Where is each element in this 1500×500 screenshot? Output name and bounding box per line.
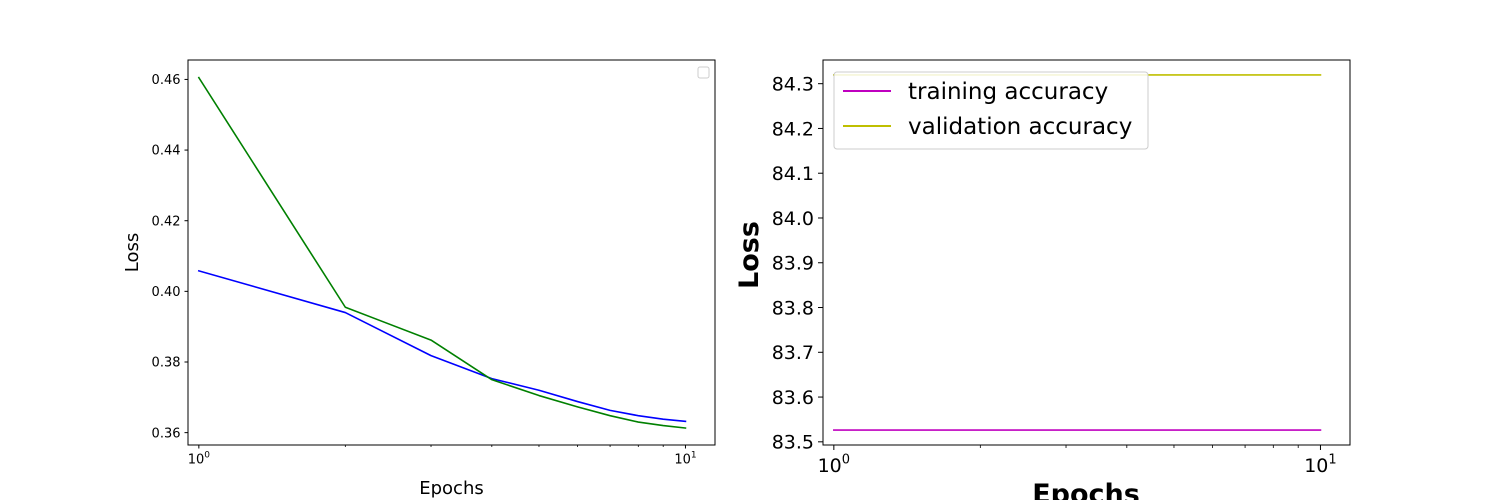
accuracy-chart-y-tick-label: 84.2 bbox=[772, 118, 814, 140]
accuracy-chart-x-tick-label: 100 bbox=[818, 452, 850, 477]
accuracy-chart-y-tick-label: 83.8 bbox=[772, 297, 814, 319]
accuracy-chart-x-axis-label: Epochs bbox=[1032, 479, 1140, 500]
accuracy-chart-y-tick-label: 84.3 bbox=[772, 74, 814, 96]
loss-chart-x-axis-label: Epochs bbox=[419, 478, 484, 499]
loss-chart-y-tick-label: 0.46 bbox=[152, 73, 181, 88]
loss-chart-y-tick-label: 0.40 bbox=[152, 285, 181, 300]
accuracy-chart-y-tick-label: 84.1 bbox=[772, 163, 814, 185]
loss-chart: 0.36 0.38 0.40 0.42 0.44 0.46 100 101 Epochs Lo… bbox=[122, 59, 716, 499]
loss-chart-frame bbox=[187, 59, 716, 446]
accuracy-chart-y-axis-label: Loss bbox=[734, 221, 765, 289]
legend-label-training-accuracy: training accuracy bbox=[908, 79, 1108, 105]
loss-chart-y-tick-label: 0.36 bbox=[152, 426, 181, 441]
accuracy-chart-frame bbox=[822, 59, 1351, 446]
loss-chart-y-tick-label: 0.42 bbox=[152, 214, 181, 229]
accuracy-chart: 83.5 83.6 83.7 83.8 83.9 84.0 84.1 84.2 84.3 100 1… bbox=[734, 59, 1351, 500]
accuracy-chart-y-tick-label: 83.6 bbox=[772, 387, 814, 409]
accuracy-chart-legend: training accuracy validation accuracy bbox=[833, 71, 1149, 150]
loss-chart-x-tick-label: 100 bbox=[188, 451, 211, 468]
accuracy-chart-y-tick-label: 83.7 bbox=[772, 342, 814, 364]
accuracy-chart-x-tick-label: 101 bbox=[1304, 452, 1336, 477]
accuracy-chart-y-tick-label: 83.5 bbox=[772, 432, 814, 454]
loss-chart-series-line-0 bbox=[197, 269, 687, 423]
accuracy-chart-y-tick-label: 83.9 bbox=[772, 253, 814, 275]
loss-chart-y-tick-label: 0.44 bbox=[152, 144, 181, 159]
loss-chart-y-tick-label: 0.38 bbox=[152, 356, 181, 371]
loss-chart-y-axis-label: Loss bbox=[122, 233, 143, 272]
accuracy-chart-y-tick-label: 84.0 bbox=[772, 208, 814, 230]
legend-label-validation-accuracy: validation accuracy bbox=[908, 114, 1132, 140]
legend-box bbox=[833, 71, 1149, 150]
loss-chart-series-line-1 bbox=[197, 76, 687, 429]
loss-chart-legend bbox=[697, 66, 710, 79]
loss-chart-x-tick-label: 101 bbox=[674, 451, 696, 468]
